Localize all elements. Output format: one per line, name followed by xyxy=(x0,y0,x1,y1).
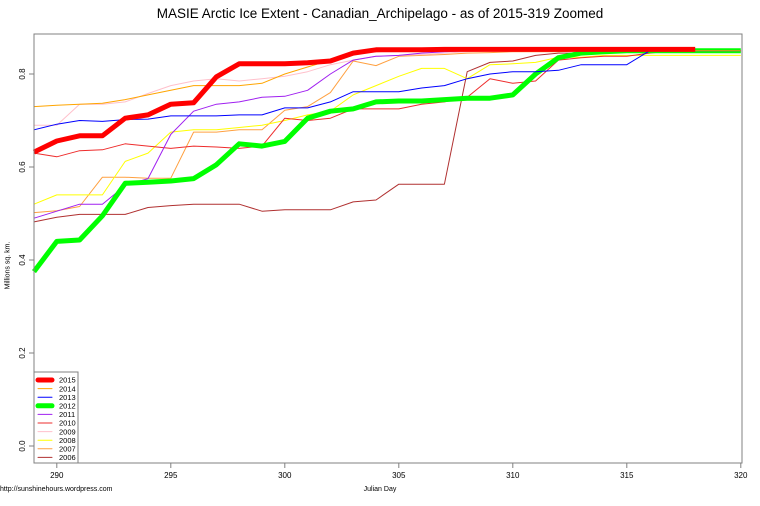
y-tick-label: 0.4 xyxy=(18,254,27,266)
series-line-2014 xyxy=(33,50,741,108)
series-line-2012 xyxy=(32,48,741,274)
series-layer xyxy=(32,46,741,274)
series-line-2010 xyxy=(33,50,741,158)
y-axis: 0.0 0.2 0.4 0.6 0.8 xyxy=(18,68,34,452)
series-line-2006 xyxy=(33,50,741,223)
x-tick-label: 320 xyxy=(734,471,748,480)
series-line-2008 xyxy=(33,54,741,205)
chart-title: MASIE Arctic Ice Extent - Canadian_Archi… xyxy=(156,6,604,21)
legend-label-2015: 2015 xyxy=(59,376,76,385)
legend-label-2009: 2009 xyxy=(59,427,76,436)
series-line-2007 xyxy=(33,50,741,214)
y-axis-title: Millions sq. km. xyxy=(4,241,12,290)
x-tick-label: 305 xyxy=(392,471,406,480)
x-axis: 290 295 300 305 310 315 320 xyxy=(50,463,748,480)
series-line-2013 xyxy=(33,50,741,131)
legend-label-2007: 2007 xyxy=(59,445,76,454)
source-url: http://sunshinehours.wordpress.com xyxy=(0,486,113,493)
legend-label-2006: 2006 xyxy=(59,453,76,462)
x-tick-label: 315 xyxy=(620,471,634,480)
plot-frame xyxy=(33,33,743,464)
legend-label-2013: 2013 xyxy=(59,393,76,402)
legend-label-2012: 2012 xyxy=(59,402,76,411)
legend-label-2011: 2011 xyxy=(59,410,75,419)
y-tick-label: 0.2 xyxy=(18,347,27,359)
legend-label-2010: 2010 xyxy=(59,419,76,428)
y-tick-label: 0.6 xyxy=(18,161,27,173)
series-line-2015 xyxy=(32,46,696,155)
legend-label-2014: 2014 xyxy=(59,384,76,393)
x-tick-label: 300 xyxy=(278,471,292,480)
x-tick-label: 310 xyxy=(506,471,520,480)
x-axis-title: Julian Day xyxy=(363,486,397,493)
x-tick-label: 295 xyxy=(164,471,178,480)
legend-label-2008: 2008 xyxy=(59,436,76,445)
series-line-2011 xyxy=(33,50,741,219)
y-tick-label: 0.0 xyxy=(18,440,27,452)
legend-box xyxy=(33,371,79,464)
y-tick-label: 0.8 xyxy=(18,68,27,80)
x-tick-label: 290 xyxy=(50,471,64,480)
